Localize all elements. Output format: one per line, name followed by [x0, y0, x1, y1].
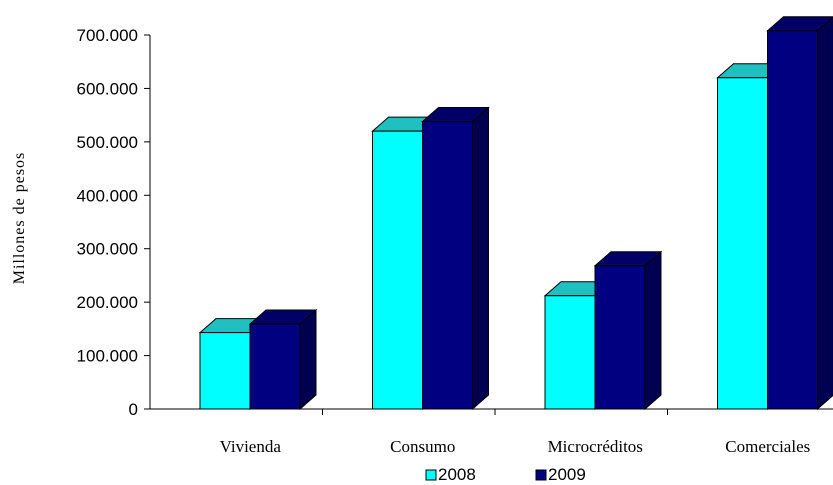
- category-label: Microcréditos: [548, 437, 643, 456]
- bar-2009-vivienda: [248, 308, 318, 411]
- bar-front: [249, 323, 301, 410]
- category-label: Vivienda: [220, 437, 282, 456]
- bar-2009-comerciales: [766, 16, 833, 411]
- bar-side: [299, 308, 317, 411]
- legend-swatch-2008: [425, 469, 437, 481]
- category-label: Consumo: [390, 437, 455, 456]
- y-tick-label: 300.000: [77, 240, 138, 259]
- y-tick-label: 0: [129, 400, 138, 419]
- bar-front: [544, 295, 596, 410]
- bar-front: [372, 130, 423, 410]
- bar-side: [644, 250, 662, 411]
- legend-label-2009: 2009: [548, 465, 586, 484]
- bars: [198, 16, 833, 411]
- category-labels: Vivienda Consumo Microcréditos Comerciales: [220, 437, 811, 456]
- y-tick-label: 400.000: [77, 186, 138, 205]
- bar-front: [594, 265, 646, 410]
- bar-2009-microcréditos: [593, 250, 663, 411]
- bar-side: [817, 16, 833, 411]
- y-tick-label: 500.000: [77, 133, 138, 152]
- bar-2009-consumo: [421, 106, 490, 411]
- bar-front: [767, 30, 818, 410]
- y-tick-label: 700.000: [77, 26, 138, 45]
- y-tick-label: 100.000: [77, 347, 138, 366]
- legend-swatch-2009: [535, 469, 547, 481]
- y-axis-title: Millones de pesos: [11, 152, 28, 285]
- bar-front: [199, 332, 251, 410]
- bar-front: [422, 121, 473, 410]
- y-tick-labels: 0 100.000 200.000 300.000 400.000 500.000 600.…: [77, 26, 138, 419]
- legend-label-2008: 2008: [438, 465, 476, 484]
- legend: 2008 2009: [425, 465, 586, 484]
- y-tick-label: 600.000: [77, 79, 138, 98]
- bar-front: [717, 77, 768, 410]
- category-label: Comerciales: [725, 437, 810, 456]
- bar-side: [472, 106, 489, 411]
- y-tick-label: 200.000: [77, 293, 138, 312]
